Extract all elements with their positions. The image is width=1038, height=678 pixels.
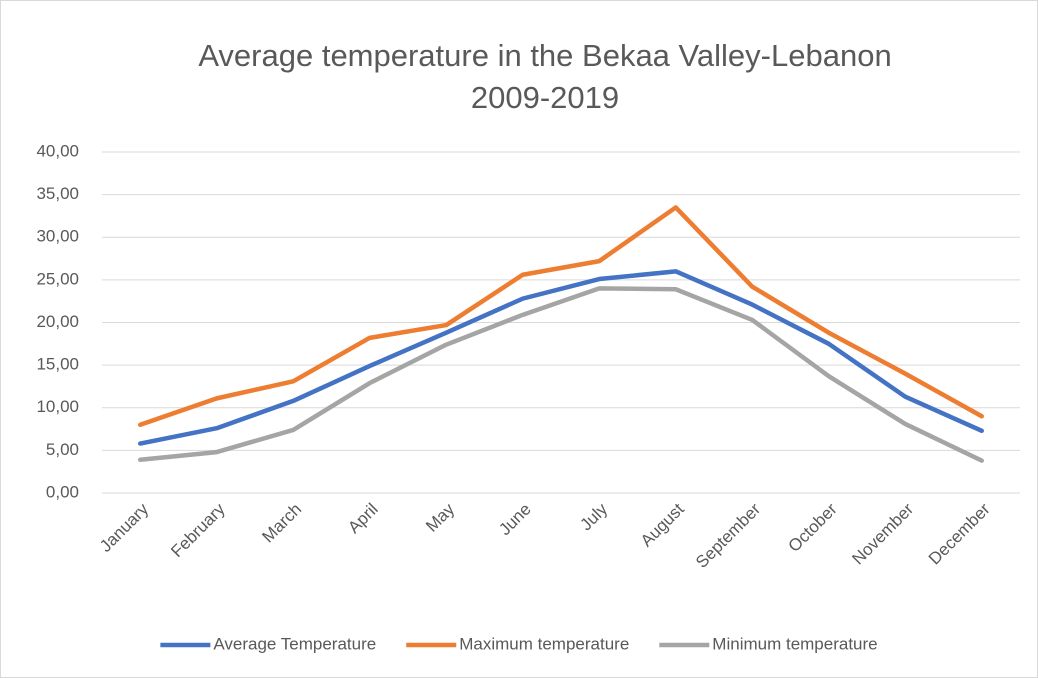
y-tick-label: 25,00	[36, 269, 79, 288]
line-series	[138, 269, 984, 446]
y-tick-label: 10,00	[36, 397, 79, 416]
chart-title: Average temperature in the Bekaa Valley-…	[198, 38, 891, 73]
y-tick-label: 40,00	[36, 141, 79, 160]
y-tick-label: 15,00	[36, 355, 79, 374]
legend-label: Maximum temperature	[459, 634, 629, 653]
y-tick-label: 0,00	[46, 482, 79, 501]
line-series	[138, 205, 984, 428]
legend-label: Minimum temperature	[712, 634, 877, 653]
y-tick-label: 30,00	[36, 227, 79, 246]
y-tick-label: 20,00	[36, 312, 79, 331]
y-tick-label: 5,00	[46, 440, 79, 459]
line-series	[138, 286, 984, 463]
y-tick-label: 35,00	[36, 184, 79, 203]
chart-title: 2009-2019	[471, 80, 619, 115]
legend-label: Average Temperature	[213, 634, 376, 653]
